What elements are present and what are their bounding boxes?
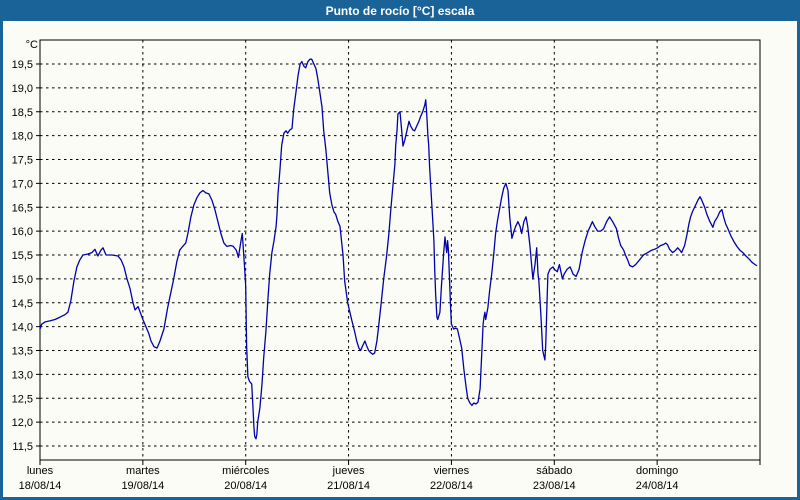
title-bar: Punto de rocío [°C] escala (0, 0, 800, 21)
plot-frame (39, 39, 761, 461)
x-axis-date-label: 21/08/14 (327, 480, 370, 492)
y-axis-unit-label: °C (26, 39, 38, 51)
x-axis-day-label: viernes (434, 465, 470, 477)
y-axis-tick-label: 18,0 (12, 131, 33, 143)
x-axis-date-label: 22/08/14 (430, 480, 473, 492)
y-axis-tick-label: 17,0 (12, 178, 33, 190)
chart-title: Punto de rocío [°C] escala (325, 3, 475, 18)
y-axis-tick-label: 19,5 (12, 59, 33, 71)
y-axis-tick-label: 17,5 (12, 155, 33, 167)
x-axis-date-label: 23/08/14 (533, 480, 576, 492)
x-axis-date-label: 24/08/14 (636, 480, 679, 492)
y-axis-tick-label: 15,0 (12, 274, 33, 286)
y-axis-tick-label: 16,0 (12, 226, 33, 238)
x-axis-day-label: sábado (536, 465, 572, 477)
y-axis-tick-label: 18,5 (12, 107, 33, 119)
y-axis-tick-label: 11,5 (12, 441, 33, 453)
x-axis-date-label: 19/08/14 (121, 480, 164, 492)
y-axis-tick-label: 13,0 (12, 369, 33, 381)
y-axis-tick-label: 12,0 (12, 417, 33, 429)
y-axis-tick-label: 14,5 (12, 298, 33, 310)
x-axis-date-label: 20/08/14 (224, 480, 267, 492)
y-axis-tick-label: 19,0 (12, 83, 33, 95)
y-axis-tick-label: 12,5 (12, 393, 33, 405)
y-axis-tick-label: 13,5 (12, 346, 33, 358)
x-axis-day-label: domingo (636, 465, 678, 477)
x-axis-day-label: jueves (332, 465, 365, 477)
x-axis-day-label: lunes (27, 465, 54, 477)
dew-point-series-line (39, 58, 758, 440)
x-axis-day-label: martes (126, 465, 160, 477)
x-axis-date-label: 18/08/14 (19, 480, 62, 492)
y-axis-tick-label: 15,5 (12, 250, 33, 262)
y-axis-tick-label: 14,0 (12, 322, 33, 334)
y-axis-tick-label: 16,5 (12, 202, 33, 214)
x-axis-day-label: miércoles (222, 465, 270, 477)
